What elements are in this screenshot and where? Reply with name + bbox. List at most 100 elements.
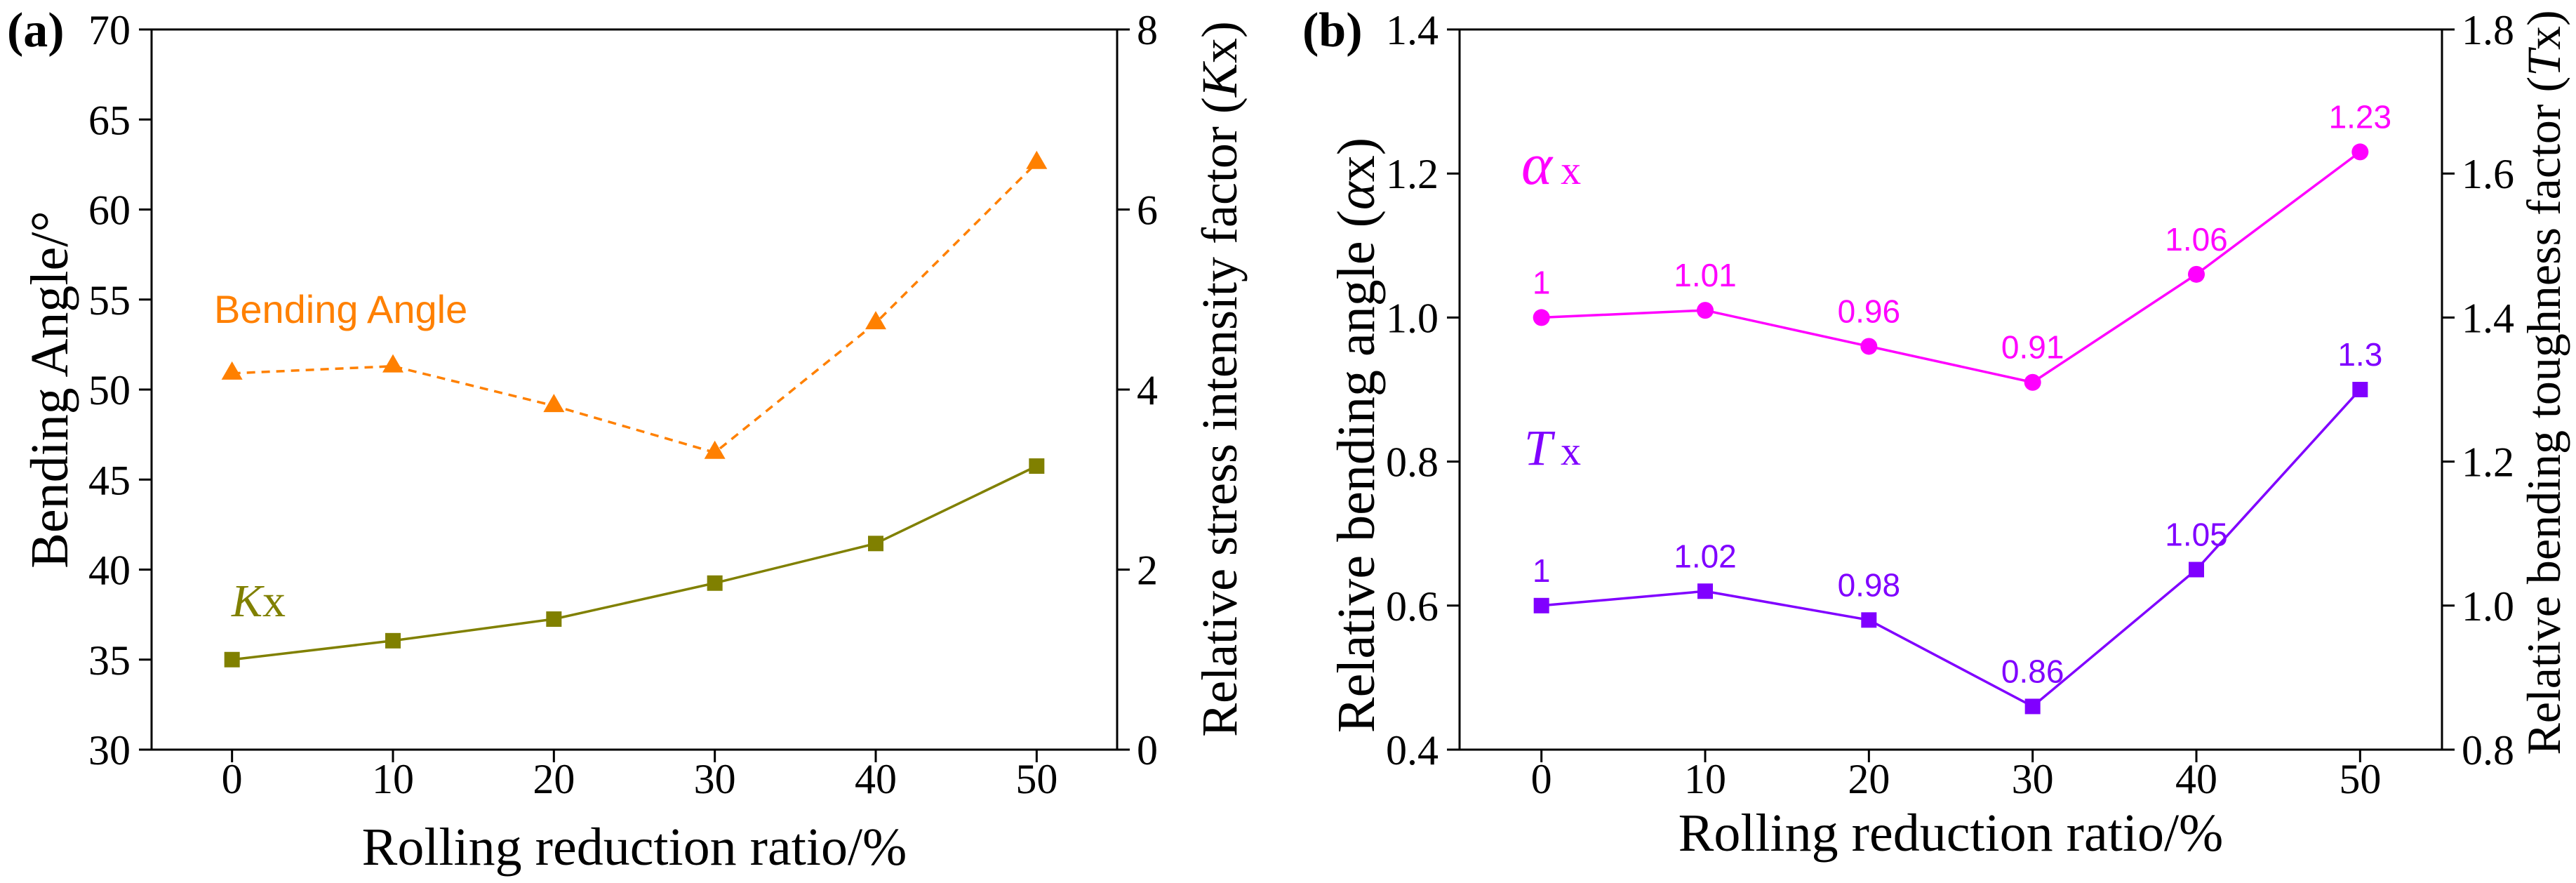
square-marker [707,575,723,591]
data-label: 1.23 [2329,98,2392,135]
circle-marker [1860,338,1878,355]
t-symbol: T [1524,420,1556,476]
data-label: 0.98 [1838,566,1901,603]
circle-marker [2188,265,2205,283]
y-tick-label: 35 [88,637,131,684]
y-tick-label: 0.6 [1386,583,1439,630]
data-label: 1.05 [2165,517,2228,553]
y-tick-label: 65 [88,97,131,143]
series-1-line [232,465,1038,661]
square-marker [1029,458,1045,474]
data-label: 0.91 [2001,329,2064,366]
square-marker [224,651,240,668]
y2-tick-label: 0.8 [2462,727,2514,774]
triangle-marker [1026,150,1048,169]
data-label: 1.02 [1674,538,1737,574]
y-tick-label: 0.4 [1386,727,1439,774]
circle-marker [2351,143,2369,161]
data-label: 0.96 [1838,293,1901,329]
y2-title-subscript: x [2517,26,2570,50]
x-tick-label: 30 [694,756,736,802]
panel-b-plot: 0 10 20 30 40 50 0.4 0.6 0.8 1.0 1.2 1.4 0.8 1.0 1.2 1.… [1386,7,2514,802]
panel-b: (b) 0 10 20 30 40 50 0.4 0.6 0.8 1.0 1.2 1.4 0.8 1.01… [1302,4,2570,863]
y2-tick-label: 8 [1137,7,1158,53]
data-label: 1 [1533,264,1551,300]
y-tick-label: 40 [88,547,131,594]
y-title-text: Relative bending angle ( [1327,210,1386,733]
y-tick-label: 60 [88,187,131,234]
panel-b-frame [1458,28,2443,751]
bending-angle-series-label: Bending Angle [214,287,467,331]
x-tick-label: 0 [222,756,243,802]
square-marker [385,632,401,649]
y-tick-label: 30 [88,727,131,774]
alpha-subscript: x [1561,147,1581,193]
panel-a-plot: 0 10 20 30 40 50 30 35 40 45 50 55 60 65 70 0 2 4 6 8 [88,7,1158,802]
y2-tick-label: 2 [1137,547,1158,594]
square-marker [2352,382,2368,397]
y-tick-label: 1.0 [1386,295,1439,341]
data-label: 1.06 [2165,221,2228,258]
square-marker [868,536,883,552]
series-1-line [1541,388,2361,708]
x-tick-label: 40 [855,756,897,802]
series-0-line [232,161,1038,454]
y2-title-text: Relative bending toughness factor ( [2517,77,2570,755]
y2-title-subscript: x [1192,38,1248,63]
triangle-marker [543,394,565,413]
circle-marker [2024,373,2041,391]
data-label: 1.01 [1674,257,1737,293]
x-tick-label: 50 [2339,756,2381,802]
x-tick-label: 50 [1015,756,1057,802]
square-marker [1697,583,1713,599]
y2-tick-label: 1.6 [2462,151,2514,197]
panel-a-y-axis-title: Bending Angle/° [20,211,79,569]
square-marker [1861,612,1877,628]
panel-a-x-axis-title: Rolling reduction ratio/% [362,818,907,877]
data-label: 1.3 [2337,336,2382,373]
panel-a-label: (a) [7,4,65,58]
x-tick-label: 10 [1684,756,1726,802]
x-tick-label: 20 [533,756,575,802]
panel-a-y2-axis-title: Relative stress intensity factor (Kx) [1192,21,1248,737]
y2-tick-label: 1.2 [2462,439,2514,486]
x-tick-label: 30 [2012,756,2054,802]
y2-title-close: ) [1192,21,1248,38]
y-title-symbol: α [1327,180,1386,210]
y-tick-label: 70 [88,7,131,53]
y-title-close: ) [1327,138,1386,155]
y2-title-symbol: K [1192,60,1248,98]
t-subscript: x [1561,428,1581,474]
series-0-line [1541,150,2361,384]
y2-tick-label: 6 [1137,187,1158,234]
circle-marker [1533,309,1550,326]
x-tick-label: 40 [2175,756,2217,802]
y-tick-label: 1.2 [1386,151,1439,197]
y2-title-close: ) [2517,10,2570,26]
y2-title-text: Relative stress intensity factor ( [1192,97,1248,737]
y2-tick-label: 0 [1137,727,1158,774]
x-tick-label: 0 [1531,756,1552,802]
y2-tick-label: 1.4 [2462,295,2514,341]
triangle-marker [865,311,886,330]
panel-b-y-axis-title: Relative bending angle (αx) [1327,138,1386,733]
panel-b-y2-axis-title: Relative bending toughness factor (Tx) [2517,10,2570,755]
y2-title-symbol: T [2517,47,2570,77]
kx-series-label: Kx [231,576,286,627]
y-tick-label: 1.4 [1386,7,1439,53]
circle-marker [1697,302,1714,319]
panel-b-label: (b) [1302,4,1363,58]
triangle-marker [221,361,243,380]
x-tick-label: 10 [372,756,414,802]
triangle-marker [704,440,726,459]
square-marker [2024,698,2041,715]
kx-subscript: x [262,576,286,627]
y-tick-label: 45 [88,457,131,503]
x-tick-label: 20 [1848,756,1890,802]
y2-tick-label: 4 [1137,367,1158,413]
data-label: 0.86 [2001,653,2064,689]
y-tick-label: 0.8 [1386,439,1439,486]
